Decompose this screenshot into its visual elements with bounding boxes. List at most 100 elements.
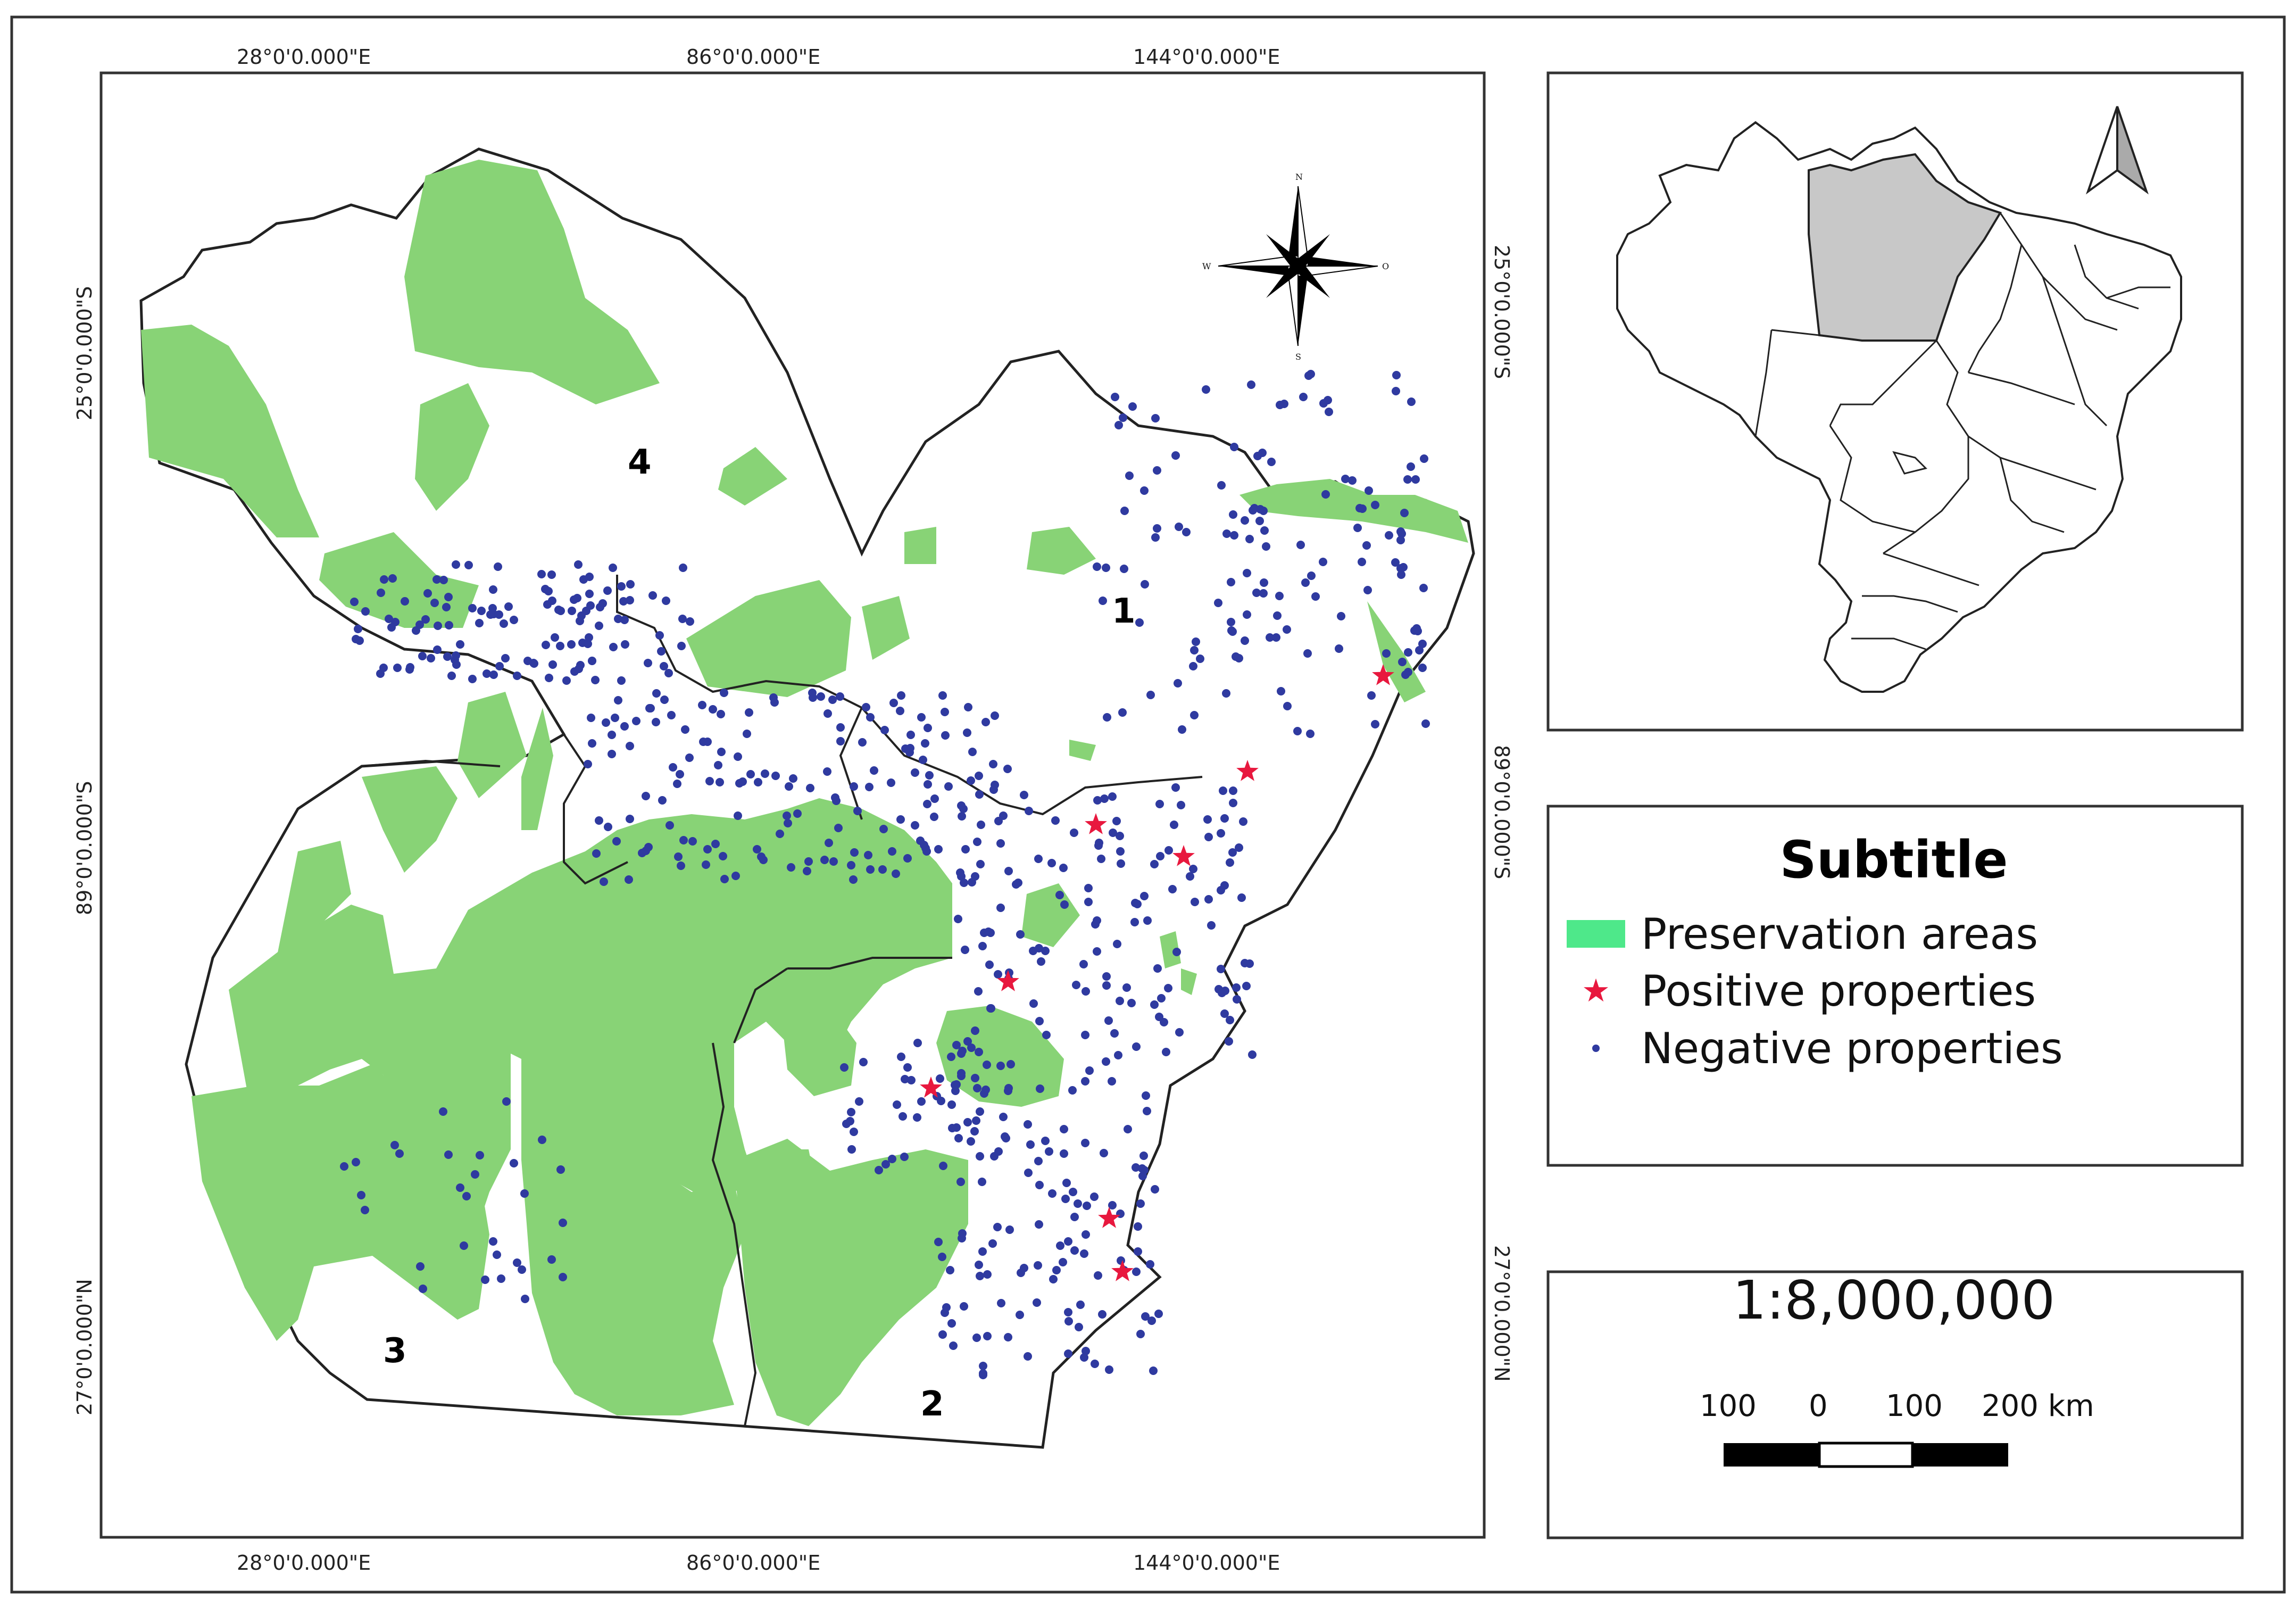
negative-property-point: [1226, 858, 1234, 867]
bottom-coord-2: 86°0'0.000"E: [686, 1551, 820, 1575]
positive-property-point: [1172, 845, 1195, 866]
negative-property-point: [430, 599, 439, 607]
negative-property-point: [385, 615, 393, 623]
negative-property-point: [644, 659, 652, 667]
negative-property-point: [620, 616, 629, 624]
negative-property-point: [983, 1270, 992, 1279]
right-coord-3: 27°0'0.000"N: [1490, 1245, 1513, 1382]
negative-property-point: [523, 657, 532, 665]
negative-property-point: [1002, 1134, 1010, 1142]
negative-property-point: [657, 647, 665, 656]
negative-property-point: [958, 1234, 966, 1242]
negative-property-point: [1147, 1316, 1156, 1325]
preservation-swatch: [1567, 920, 1625, 948]
bottom-coord-3: 144°0'0.000"E: [1133, 1551, 1280, 1575]
negative-property-point: [743, 730, 751, 738]
negative-property-point: [1070, 1213, 1079, 1221]
negative-property-point: [1081, 1139, 1089, 1147]
negative-property-point: [1061, 1195, 1070, 1203]
negative-property-point: [1117, 859, 1125, 868]
negative-property-point: [665, 821, 674, 830]
negative-property-point: [1134, 1222, 1142, 1231]
negative-property-point: [896, 815, 905, 824]
negative-property-point: [390, 1141, 399, 1149]
negative-property-point: [418, 652, 427, 660]
negative-property-point: [825, 839, 833, 847]
negative-property-point: [1093, 796, 1102, 805]
negative-property-point: [1075, 1323, 1083, 1331]
negative-property-point: [1239, 817, 1247, 826]
negative-property-point: [1353, 524, 1362, 532]
negative-property-point: [948, 1124, 956, 1132]
negative-property-point: [893, 1100, 901, 1109]
negative-property-point: [361, 607, 370, 616]
negative-property-point: [419, 1285, 427, 1293]
negative-property-point: [1120, 507, 1129, 515]
negative-property-point: [1004, 867, 1013, 875]
negative-property-point: [958, 1047, 967, 1055]
negative-property-point: [588, 657, 596, 665]
negative-property-point: [1085, 1066, 1094, 1075]
negative-property-point: [1114, 421, 1123, 429]
negative-property-point: [1124, 1125, 1132, 1133]
negative-property-point: [952, 1041, 961, 1049]
negative-property-point: [989, 760, 997, 768]
negative-property-point: [1100, 794, 1109, 803]
negative-property-point: [395, 1149, 404, 1158]
negative-property-point: [847, 1108, 855, 1116]
negative-property-point: [500, 619, 508, 628]
negative-property-point: [1133, 900, 1142, 908]
negative-property-point: [1025, 807, 1033, 815]
negative-property-point: [1259, 507, 1268, 515]
negative-property-point: [999, 1113, 1008, 1121]
scale-bar-seg-1: [1724, 1443, 1819, 1467]
negative-property-point: [559, 1219, 567, 1227]
negative-property-point: [771, 772, 780, 780]
negative-property-point: [447, 672, 456, 680]
negative-property-point: [1134, 1247, 1142, 1256]
negative-property-point: [1276, 401, 1284, 409]
negative-property-point: [439, 576, 448, 584]
negative-property-point: [1136, 1199, 1145, 1208]
negative-property-point: [1403, 475, 1412, 484]
negative-property-point: [960, 1302, 968, 1311]
negative-property-point: [787, 863, 795, 872]
negative-property-point: [720, 689, 728, 697]
negative-property-point: [1151, 414, 1160, 423]
negative-property-point: [991, 711, 999, 720]
negative-property-point: [1306, 730, 1315, 738]
negative-property-point: [609, 564, 617, 572]
negative-property-point: [923, 800, 931, 808]
negative-property-point: [1081, 1077, 1089, 1086]
negative-property-point: [679, 564, 687, 572]
negative-property-point: [632, 717, 640, 725]
negative-property-point: [847, 861, 855, 869]
negative-property-point: [1110, 1029, 1119, 1038]
negative-property-point: [1382, 649, 1391, 658]
negative-property-point: [642, 792, 650, 800]
negative-property-point: [934, 1238, 943, 1246]
negative-property-point: [731, 872, 740, 880]
negative-property-point: [1228, 848, 1237, 857]
scale-panel: [1546, 1270, 2244, 1539]
coordinate-labels: 28°0'0.000"E 86°0'0.000"E 144°0'0.000"E …: [73, 45, 1513, 1575]
negative-property-point: [850, 1128, 858, 1136]
scale-ratio: 1:8,000,000: [1732, 1269, 2056, 1331]
region-label-4: 4: [628, 443, 652, 482]
negative-property-point: [1228, 627, 1237, 636]
negative-property-point: [853, 807, 862, 815]
negative-property-point: [1283, 702, 1292, 710]
negative-property-point: [699, 738, 708, 746]
negative-property-point: [1118, 708, 1127, 717]
negative-property-point: [520, 1189, 529, 1198]
negative-property-point: [1157, 994, 1166, 1003]
negative-property-point: [658, 796, 667, 805]
region-label-2: 2: [920, 1385, 944, 1424]
negative-property-point: [1341, 475, 1350, 483]
negative-property-point: [1070, 829, 1078, 837]
negative-property-point: [1222, 529, 1231, 538]
negative-property-point: [993, 1223, 1002, 1231]
negative-property-point: [477, 607, 486, 615]
negative-property-point: [1108, 1201, 1117, 1210]
negative-property-point: [585, 590, 594, 598]
